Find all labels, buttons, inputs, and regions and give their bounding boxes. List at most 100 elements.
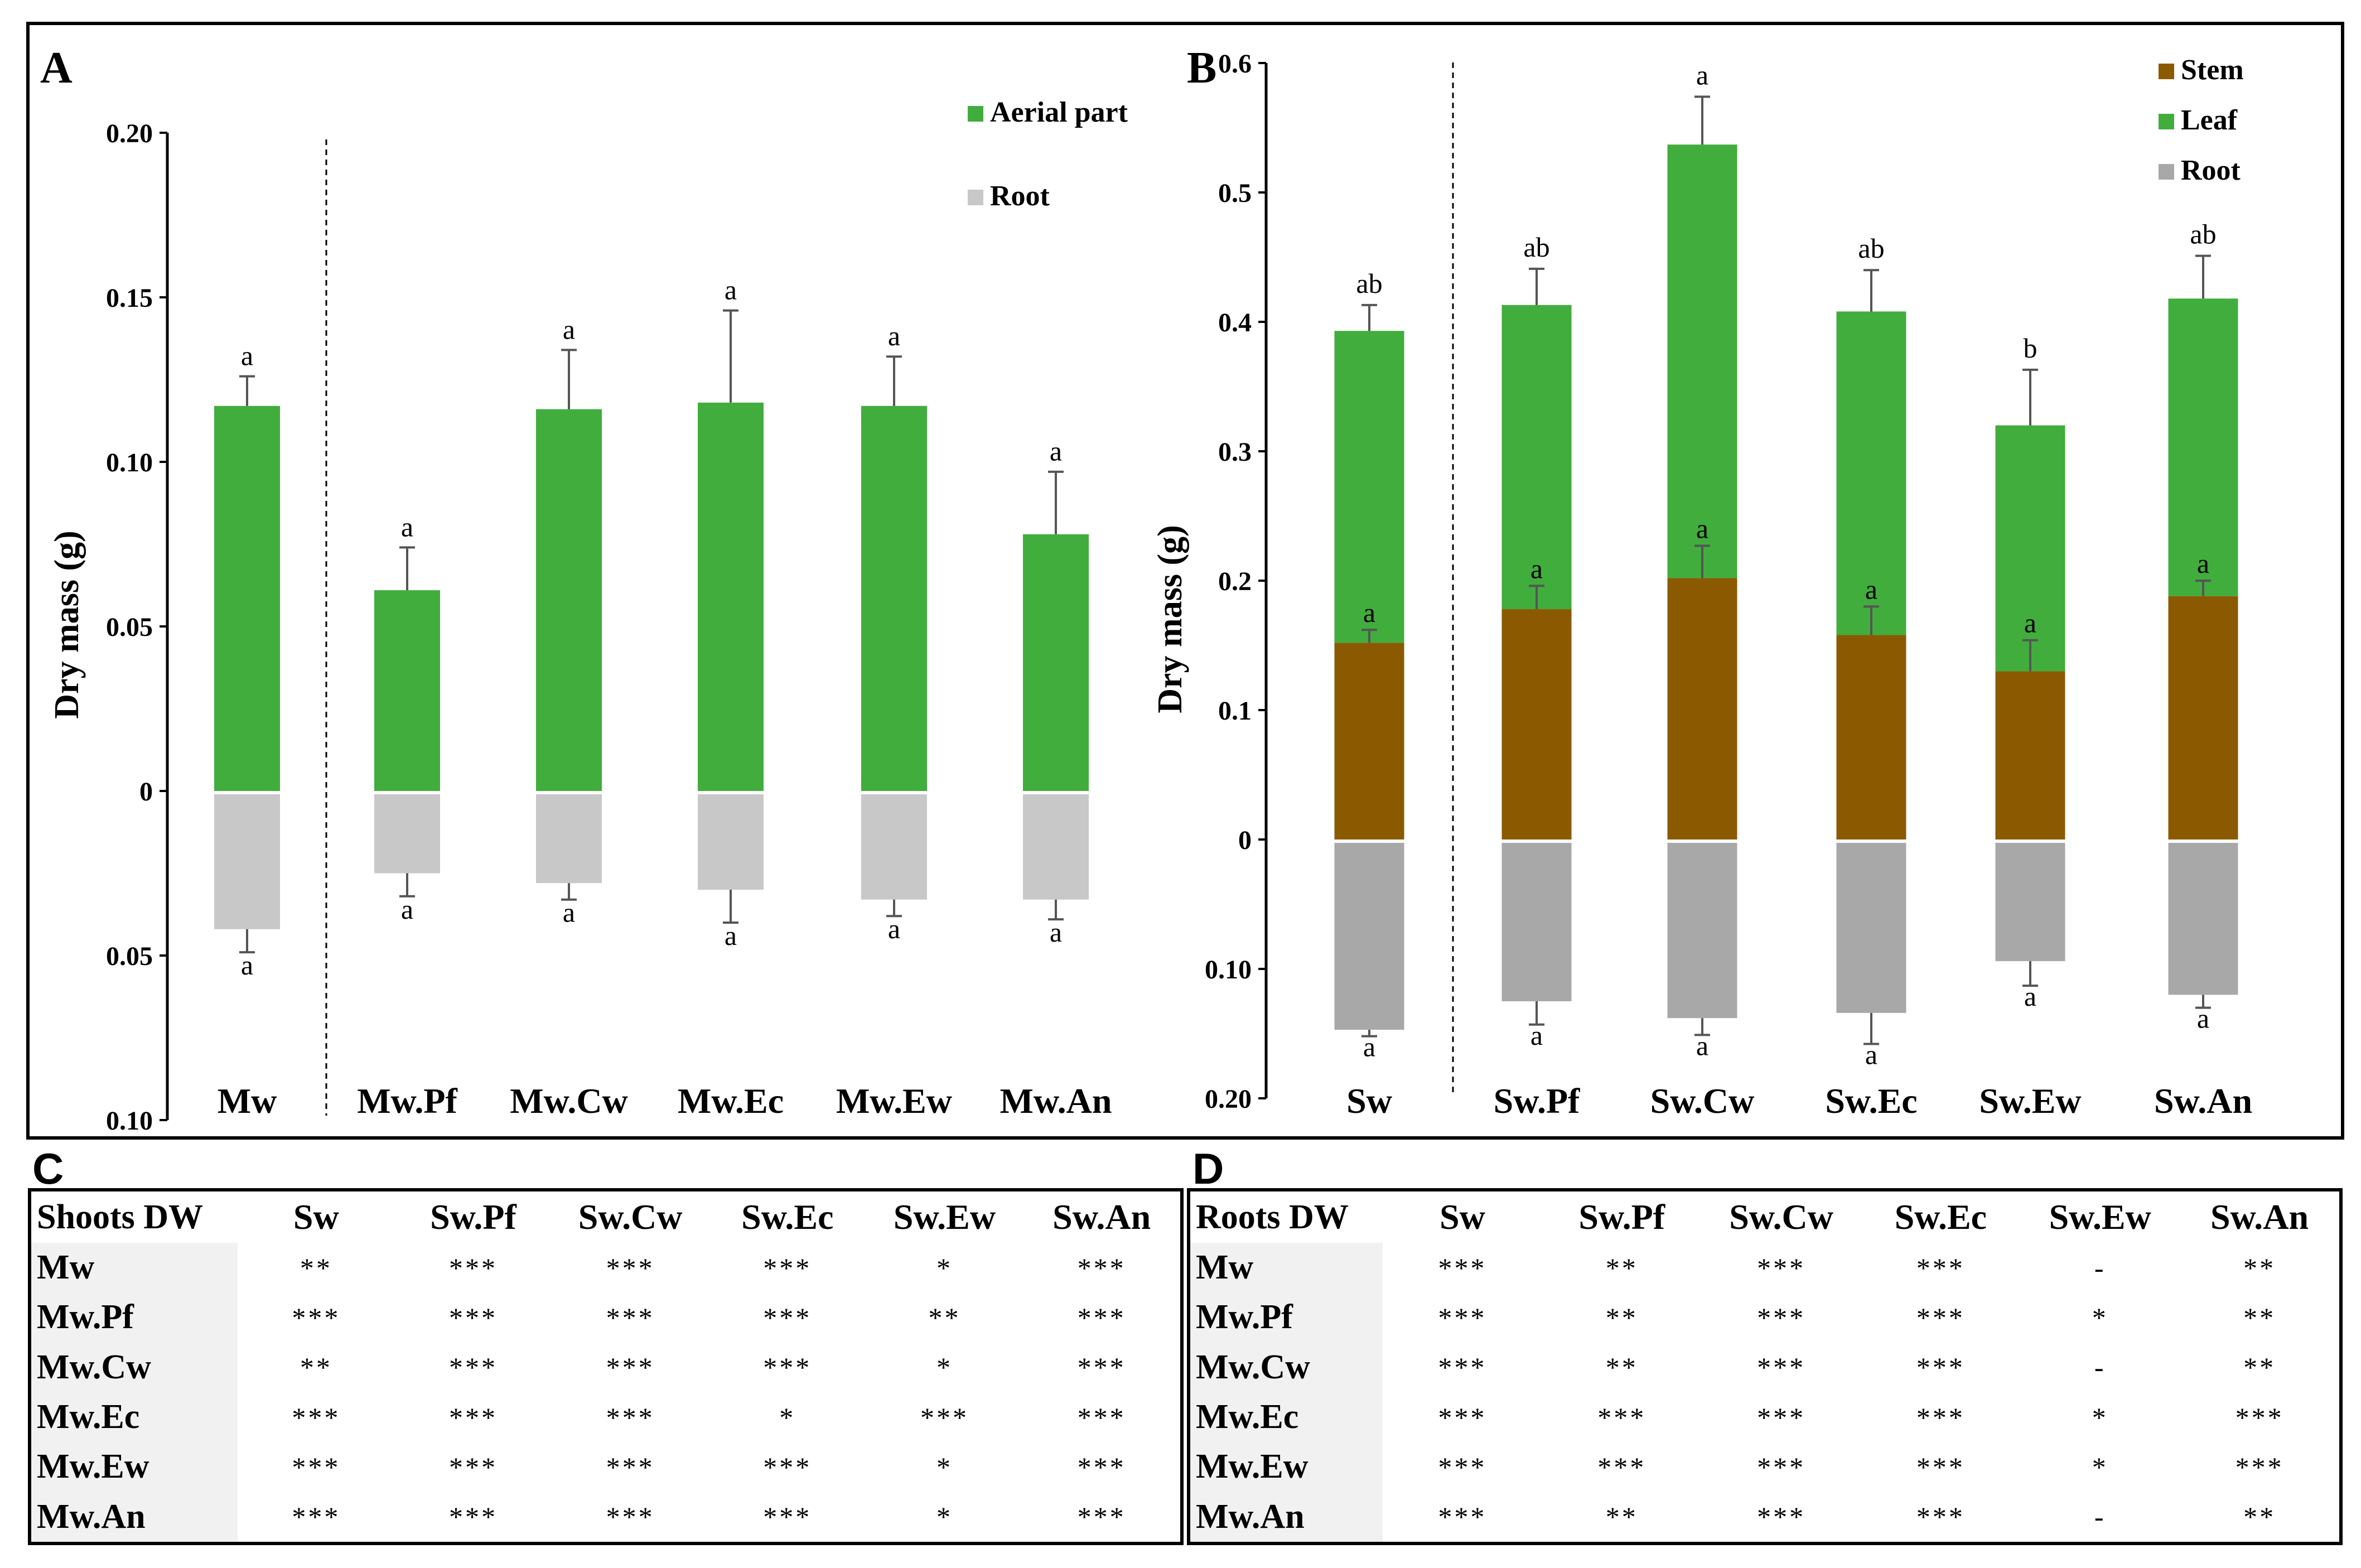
significance-letter: a [1530, 1020, 1543, 1051]
bar-stem [1995, 671, 2065, 840]
significance-cell: ** [300, 1352, 332, 1383]
y-tick-label: 0 [1238, 826, 1252, 855]
x-category-label: Mw.Cw [510, 1081, 628, 1121]
y-tick-label: 0.05 [106, 612, 153, 642]
significance-cell: *** [1077, 1451, 1126, 1483]
bar-stem [1667, 578, 1737, 840]
col-header: Sw.Ec [1894, 1197, 1987, 1237]
x-category-label: Mw.An [1000, 1081, 1112, 1121]
significance-cell: *** [1757, 1451, 1806, 1483]
bar-root [1995, 843, 2065, 962]
significance-cell: *** [1757, 1352, 1806, 1383]
significance-letter: a [725, 920, 737, 951]
table-d: Roots DW Sw Sw.Pf Sw.Cw Sw.Ec Sw.Ew Sw.A… [1187, 1188, 2343, 1545]
significance-cell: ** [1605, 1352, 1638, 1383]
significance-cell: *** [292, 1451, 341, 1483]
significance-letter: a [1696, 59, 1708, 90]
significance-letter: a [241, 949, 253, 981]
significance-cell: *** [920, 1401, 969, 1433]
significance-letter: a [1050, 436, 1062, 467]
significance-cell: ** [2243, 1252, 2276, 1284]
significance-cell: *** [1438, 1301, 1487, 1333]
significance-cell: *** [763, 1451, 812, 1483]
significance-cell: *** [1077, 1301, 1126, 1333]
significance-cell: * [936, 1451, 953, 1483]
bar-root [1334, 843, 1404, 1030]
col-header: Sw.Ec [741, 1197, 834, 1237]
col-header: Sw.Ew [893, 1197, 996, 1237]
significance-letter: a [563, 313, 575, 345]
significance-cell: *** [1916, 1451, 1965, 1483]
row-label: Mw.An [31, 1492, 238, 1542]
significance-cell: *** [763, 1301, 812, 1333]
col-header: Sw [1440, 1197, 1485, 1237]
significance-cell: *** [1916, 1301, 1965, 1333]
bar-root [1667, 843, 1737, 1019]
significance-cell: *** [763, 1352, 812, 1383]
y-tick-label: 0.5 [1218, 178, 1252, 208]
x-category-label: Mw.Ec [678, 1081, 784, 1121]
significance-cell: ** [1605, 1252, 1638, 1284]
y-axis-label: Dry mass (g) [1151, 525, 1189, 713]
significance-cell: *** [1438, 1501, 1487, 1533]
bar-leaf [2168, 298, 2238, 596]
row-label: Mw.Pf [31, 1292, 238, 1343]
y-axis-label: Dry mass (g) [48, 530, 86, 719]
roots-dw-table: Roots DW Sw Sw.Pf Sw.Cw Sw.Ec Sw.Ew Sw.A… [1190, 1191, 2339, 1542]
x-category-label: Sw [1346, 1081, 1392, 1121]
significance-cell: *** [1077, 1501, 1126, 1533]
table-row: Mw.Ec**************** [31, 1392, 1180, 1442]
col-header: Sw.An [1052, 1197, 1151, 1237]
significance-cell: *** [1916, 1352, 1965, 1383]
significance-cell: ** [1605, 1501, 1638, 1533]
table-row: Mw.An *** ** *** *** - ** [1190, 1492, 2339, 1542]
significance-cell: *** [1077, 1401, 1126, 1433]
significance-cell: *** [1757, 1401, 1806, 1433]
significance-cell: - [2094, 1252, 2106, 1284]
x-category-label: Mw.Pf [357, 1081, 457, 1121]
bar-leaf [1995, 425, 2065, 672]
x-category-label: Sw.Ew [1979, 1081, 2081, 1121]
significance-letter: a [2197, 548, 2209, 579]
significance-cell: *** [606, 1352, 655, 1383]
y-tick-label: 0.4 [1218, 308, 1252, 337]
legend-label: Leaf [2181, 104, 2238, 136]
table-row: Mw ** *** *** *** * *** [31, 1243, 1180, 1293]
significance-cell: *** [1597, 1401, 1647, 1433]
significance-letter: a [1865, 1039, 1877, 1070]
x-category-label: Mw [218, 1081, 277, 1121]
row-label: Mw.An [1190, 1492, 1383, 1542]
significance-cell: *** [1077, 1352, 1126, 1383]
chart-panel-a: A 0 0.05 0.10 0.15 0.20 0.05 0.10 Dry mass (g) a a… [40, 44, 1128, 1136]
significance-letter: a [1363, 1031, 1375, 1063]
legend-swatch [2159, 64, 2174, 79]
y-tick-label: 0 [139, 777, 153, 807]
bar-root [1501, 843, 1572, 1001]
row-label: Mw.Ec [31, 1392, 238, 1442]
significance-letter: ab [1523, 231, 1549, 263]
significance-cell: ** [300, 1252, 332, 1284]
bar-root [1836, 843, 1906, 1013]
significance-cell: ** [1605, 1301, 1638, 1333]
panel-letter-c: C [32, 1144, 64, 1193]
significance-cell: - [2094, 1352, 2106, 1383]
panel-letter: B [1187, 44, 1216, 93]
table-row: Mw.Cw ** *** *** *** * *** [31, 1342, 1180, 1392]
significance-cell: * [2092, 1451, 2108, 1483]
bar-stem [2168, 596, 2238, 840]
y-tick-label: 0.20 [1205, 1084, 1252, 1114]
bar-root [861, 794, 927, 900]
significance-cell: *** [448, 1301, 498, 1333]
table-row: Mw *** ** *** *** - ** [1190, 1243, 2339, 1293]
significance-cell: *** [763, 1252, 812, 1284]
significance-cell: *** [606, 1301, 655, 1333]
row-label: Mw.Cw [1190, 1342, 1383, 1392]
significance-cell: *** [763, 1501, 812, 1533]
significance-cell: *** [1438, 1401, 1487, 1433]
significance-letter: a [2197, 1003, 2209, 1034]
significance-cell: *** [448, 1401, 498, 1433]
bar-root [2168, 843, 2238, 995]
significance-cell: *** [448, 1451, 498, 1483]
bar-root [1023, 794, 1089, 900]
significance-cell: *** [292, 1301, 341, 1333]
